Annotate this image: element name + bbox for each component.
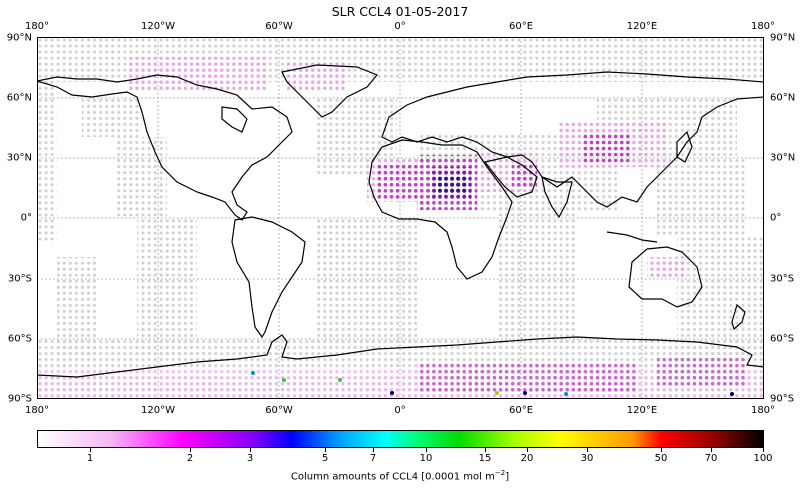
- colorbar-tick: [661, 448, 662, 452]
- colorbar-tick-label: 10: [419, 453, 433, 464]
- lon-label-top: 60°W: [265, 21, 293, 32]
- colorbar-tick: [426, 448, 427, 452]
- lon-label-bottom: 120°E: [626, 405, 658, 416]
- colorbar-tick-label: 1: [86, 453, 94, 464]
- colorbar-tick-label: 2: [186, 453, 194, 464]
- lat-label-right: 60°N: [770, 92, 796, 104]
- lat-label-left: 0°: [20, 212, 32, 224]
- lat-label-right: 0°: [770, 212, 782, 224]
- colorbar-tick: [587, 448, 588, 452]
- lat-label-left: 90°N: [6, 32, 32, 44]
- lon-label-bottom: 60°E: [508, 405, 534, 416]
- colorbar-tick: [485, 448, 486, 452]
- lon-label-top: 120°W: [141, 21, 175, 32]
- lat-label-right: 90°N: [770, 32, 796, 44]
- lat-label-left: 60°N: [6, 92, 32, 104]
- colorbar-tick-label: 3: [246, 453, 254, 464]
- colorbar: [37, 430, 764, 448]
- lon-label-top: 60°E: [508, 21, 534, 32]
- colorbar-tick-label: 30: [580, 453, 594, 464]
- lat-label-right: 30°S: [770, 273, 795, 285]
- colorbar-tick: [190, 448, 191, 452]
- colorbar-tick-label: 50: [654, 453, 668, 464]
- colorbar-label-end: ]: [505, 471, 510, 483]
- colorbar-tick-label: 20: [520, 453, 534, 464]
- lon-label-bottom: 60°W: [265, 405, 293, 416]
- lon-label-bottom: 180°: [750, 405, 776, 416]
- lon-label-bottom: 120°W: [141, 405, 175, 416]
- lat-label-right: 30°N: [770, 152, 796, 164]
- lat-label-right: 90°S: [770, 393, 795, 405]
- colorbar-tick: [325, 448, 326, 452]
- colorbar-label: Column amounts of CCL4 [0.0001 mol m−2]: [0, 469, 800, 482]
- colorbar-tick: [373, 448, 374, 452]
- colorbar-tick: [250, 448, 251, 452]
- colorbar-tick: [90, 448, 91, 452]
- colorbar-tick-label: 100: [753, 453, 773, 464]
- colorbar-label-text: Column amounts of CCL4 [0.0001 mol m: [290, 471, 495, 483]
- lat-label-right: 60°S: [770, 333, 795, 345]
- colorbar-tick: [711, 448, 712, 452]
- colorbar-tick: [527, 448, 528, 452]
- colorbar-tick-label: 15: [478, 453, 492, 464]
- world-map: [37, 37, 764, 399]
- coastlines: [37, 64, 764, 378]
- lon-label-bottom: 0°: [394, 405, 406, 416]
- lon-label-top: 180°: [24, 21, 50, 32]
- lat-label-left: 60°S: [7, 333, 32, 345]
- colorbar-tick-label: 7: [369, 453, 377, 464]
- lat-label-left: 90°S: [7, 393, 32, 405]
- lon-label-top: 180°: [750, 21, 776, 32]
- ccl4-hotspots: [37, 57, 764, 399]
- colorbar-label-exponent: −2: [494, 469, 506, 477]
- lon-label-top: 120°E: [626, 21, 658, 32]
- lon-label-top: 0°: [394, 21, 406, 32]
- colorbar-tick: [763, 448, 764, 452]
- map-frame: [37, 37, 764, 399]
- chart-title: SLR CCL4 01-05-2017: [331, 4, 469, 19]
- colorbar-tick-label: 70: [704, 453, 718, 464]
- lat-label-left: 30°N: [6, 152, 32, 164]
- colorbar-tick-label: 5: [321, 453, 329, 464]
- lat-label-left: 30°S: [7, 273, 32, 285]
- lon-label-bottom: 180°: [24, 405, 50, 416]
